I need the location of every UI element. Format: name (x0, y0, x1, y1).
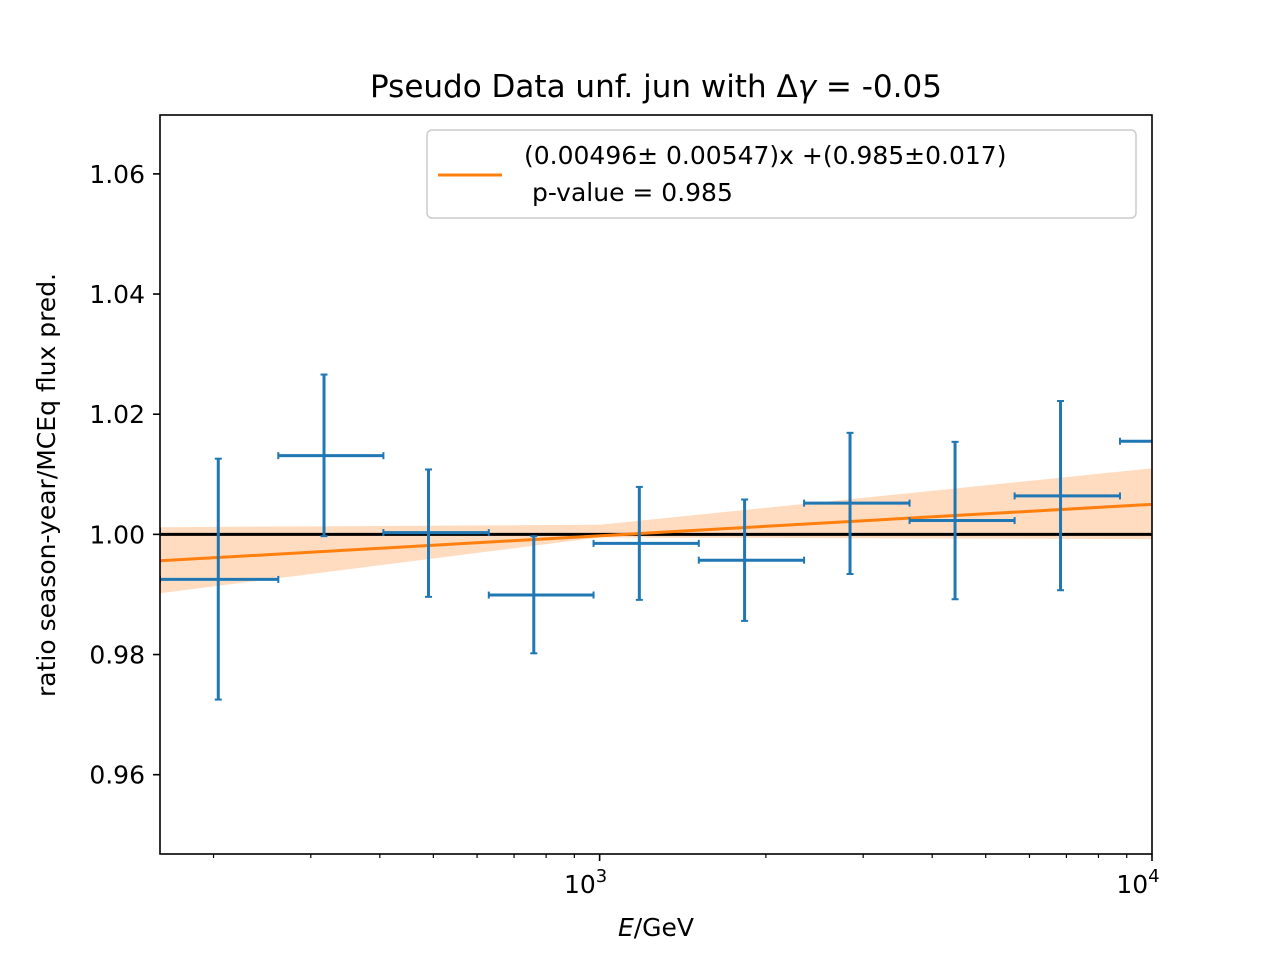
data-point (487, 535, 595, 655)
y-tick-label: 1.04 (89, 280, 145, 309)
y-axis-label: ratio season-year/MCEq flux pred. (32, 273, 61, 697)
data-point (592, 485, 700, 601)
y-tick-label: 0.96 (89, 761, 145, 790)
y-tick-label: 1.00 (89, 520, 145, 549)
data-points (160, 373, 1152, 701)
legend-box (426, 129, 1137, 219)
chart-title: Pseudo Data unf. jun with Δγ = -0.05 (370, 69, 942, 105)
data-point (1118, 437, 1152, 445)
legend: (0.00496± 0.00547)x +(0.985±0.017) p-val… (426, 129, 1137, 219)
x-axis: 103 104 (212, 854, 1160, 899)
legend-fit-label-line1: (0.00496± 0.00547)x +(0.985±0.017) (524, 141, 1006, 170)
plot-area (160, 373, 1152, 701)
data-point (160, 457, 280, 701)
fit-band (160, 468, 1152, 594)
legend-fit-label-line2: p-value = 0.985 (524, 178, 733, 207)
fit-line (160, 502, 1152, 563)
data-point (1013, 399, 1121, 592)
plot-frame (159, 114, 1153, 855)
y-tick-label: 1.02 (89, 400, 145, 429)
data-point (277, 373, 385, 538)
y-tick-label: 0.98 (89, 641, 145, 670)
data-point (908, 440, 1016, 601)
data-point (803, 431, 911, 576)
x-axis-label: E/GeV (618, 913, 694, 942)
data-point (697, 498, 806, 622)
x-tick-label: 103 (564, 866, 607, 899)
x-tick-label: 104 (1116, 866, 1159, 899)
y-tick-label: 1.06 (89, 160, 145, 189)
data-point (382, 468, 490, 598)
y-axis: 0.96 0.98 1.00 1.02 1.04 1.06 (89, 160, 160, 790)
